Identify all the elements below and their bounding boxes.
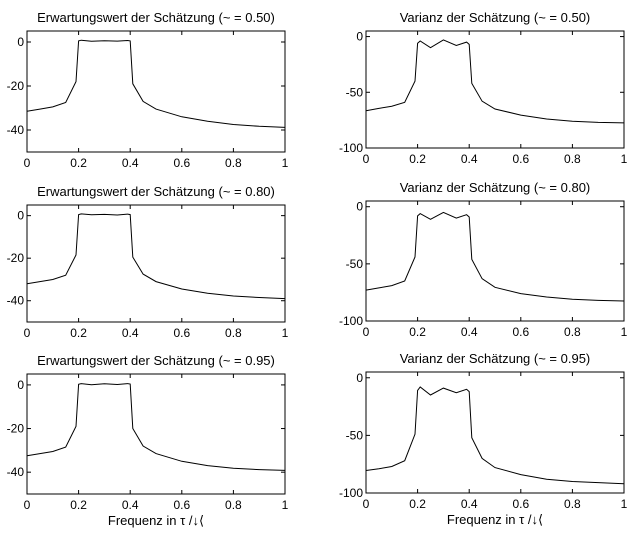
y-tick-label: -20	[7, 251, 25, 265]
panel-title: Varianz der Schätzung (~ = 0.95)	[400, 351, 591, 366]
x-axis-label: Frequenz in τ /↓⟨	[108, 513, 204, 528]
y-tick-label: -40	[7, 465, 25, 479]
y-tick-label: 0	[356, 200, 363, 214]
x-tick-label: 1	[282, 326, 289, 340]
plot-frame	[26, 373, 286, 495]
x-tick-label: 0.8	[225, 326, 242, 340]
x-tick-label: 0.2	[70, 156, 87, 170]
panel-title: Erwartungswert der Schätzung (~ = 0.80)	[37, 184, 275, 199]
y-tick-label: -100	[339, 141, 363, 155]
y-tick-label: 0	[17, 378, 24, 392]
y-tick-label: -40	[7, 294, 25, 308]
y-tick-label: -100	[339, 486, 363, 500]
series-line	[365, 211, 625, 302]
x-tick-label: 0.8	[564, 497, 581, 511]
series-line	[26, 213, 286, 300]
x-tick-label: 0.8	[564, 152, 581, 166]
x-axis-label: Frequenz in τ /↓⟨	[447, 512, 543, 527]
x-tick-label: 0	[24, 156, 31, 170]
x-tick-label: 0.4	[461, 325, 478, 339]
plot-frame	[26, 30, 286, 153]
panel-title: Erwartungswert der Schätzung (~ = 0.95)	[37, 353, 275, 368]
y-tick-label: -20	[7, 79, 25, 93]
panel-6: Varianz der Schätzung (~ = 0.95) 0 0.2 0.4 0…	[339, 351, 628, 527]
x-tick-label: 0	[363, 152, 370, 166]
plot-frame	[365, 30, 625, 149]
x-tick-label: 0	[24, 326, 31, 340]
x-tick-label: 0.4	[122, 156, 139, 170]
x-tick-label: 0.4	[461, 497, 478, 511]
y-tick-label: -20	[7, 422, 25, 436]
x-tick-label: 0.6	[512, 152, 529, 166]
panel-3: Erwartungswert der Schätzung (~ = 0.80) 0…	[7, 184, 289, 340]
y-tick-label: 0	[356, 371, 363, 385]
panel-title: Erwartungswert der Schätzung (~ = 0.50)	[37, 10, 275, 25]
x-tick-label: 0.6	[173, 498, 190, 512]
x-tick-label: 0	[24, 498, 31, 512]
plot-frame	[365, 371, 625, 494]
x-tick-label: 0.6	[173, 156, 190, 170]
series-line	[26, 383, 286, 471]
series-line	[365, 386, 625, 485]
x-tick-label: 0.6	[512, 325, 529, 339]
panel-title: Varianz der Schätzung (~ = 0.50)	[400, 10, 591, 25]
x-tick-label: 1	[621, 497, 628, 511]
x-tick-label: 0.6	[173, 326, 190, 340]
plot-frame	[365, 200, 625, 322]
y-tick-label: -100	[339, 314, 363, 328]
series-line	[365, 39, 625, 124]
y-tick-label: -50	[346, 257, 364, 271]
x-tick-label: 0.6	[512, 497, 529, 511]
x-tick-label: 0.4	[461, 152, 478, 166]
y-tick-label: -40	[7, 123, 25, 137]
series-line	[26, 39, 286, 128]
x-tick-label: 0.2	[70, 498, 87, 512]
x-tick-label: 1	[282, 156, 289, 170]
x-tick-label: 0.2	[70, 326, 87, 340]
x-tick-label: 0.8	[225, 156, 242, 170]
x-tick-label: 1	[621, 325, 628, 339]
y-tick-label: 0	[356, 30, 363, 44]
panel-2: Varianz der Schätzung (~ = 0.50) 0 0.2 0.4 0…	[339, 10, 628, 166]
panel-title: Varianz der Schätzung (~ = 0.80)	[400, 180, 591, 195]
panel-5: Erwartungswert der Schätzung (~ = 0.95) 0…	[7, 353, 289, 528]
y-tick-label: -50	[346, 428, 364, 442]
plot-frame	[26, 204, 286, 323]
x-tick-label: 0.2	[409, 152, 426, 166]
x-tick-label: 0.8	[564, 325, 581, 339]
x-tick-label: 0	[363, 325, 370, 339]
x-tick-label: 1	[621, 152, 628, 166]
panel-1: Erwartungswert der Schätzung (~ = 0.50) 0…	[7, 10, 289, 170]
x-tick-label: 0.2	[409, 497, 426, 511]
x-tick-label: 0.2	[409, 325, 426, 339]
x-tick-label: 0.8	[225, 498, 242, 512]
x-tick-label: 1	[282, 498, 289, 512]
y-tick-label: 0	[17, 35, 24, 49]
x-tick-label: 0.4	[122, 498, 139, 512]
x-tick-label: 0.4	[122, 326, 139, 340]
panel-4: Varianz der Schätzung (~ = 0.80) 0 0.2 0.4 0…	[339, 180, 628, 339]
y-tick-label: 0	[17, 209, 24, 223]
x-tick-label: 0	[363, 497, 370, 511]
y-tick-label: -50	[346, 85, 364, 99]
